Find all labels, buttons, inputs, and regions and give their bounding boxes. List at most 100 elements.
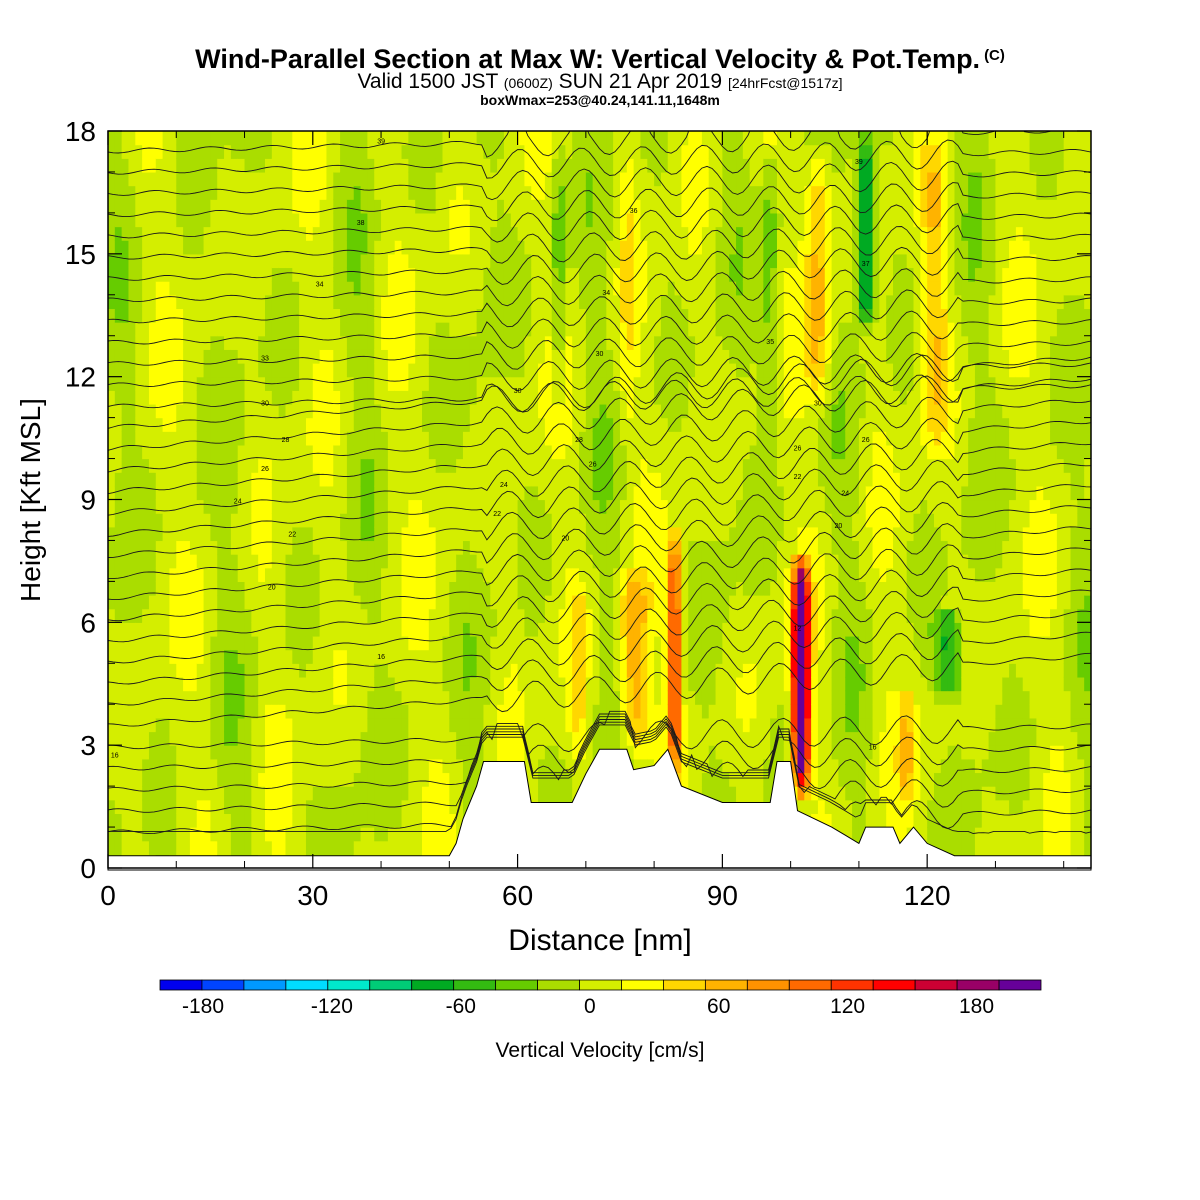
w-cell xyxy=(422,240,430,255)
w-cell xyxy=(613,158,621,173)
w-cell xyxy=(278,417,287,432)
w-cell xyxy=(422,171,430,187)
w-cell xyxy=(162,485,171,501)
w-cell xyxy=(374,649,382,664)
w-cell xyxy=(681,540,689,555)
w-cell xyxy=(551,294,560,310)
w-cell xyxy=(360,799,369,815)
w-cell xyxy=(258,226,266,241)
w-cell xyxy=(415,212,423,228)
w-cell xyxy=(374,431,382,446)
w-cell xyxy=(415,813,423,828)
w-cell xyxy=(640,526,648,542)
w-cell xyxy=(695,308,703,323)
w-cell xyxy=(497,185,505,200)
w-cell xyxy=(169,144,177,159)
w-cell xyxy=(469,431,478,446)
w-cell xyxy=(462,799,471,815)
w-cell xyxy=(189,567,198,582)
w-cell xyxy=(538,349,546,364)
w-cell xyxy=(142,813,150,828)
w-cell xyxy=(565,390,573,405)
w-cell xyxy=(114,281,123,296)
w-cell xyxy=(408,499,416,514)
w-cell xyxy=(155,704,164,719)
w-cell xyxy=(428,595,437,610)
w-cell xyxy=(319,472,328,487)
w-cell xyxy=(415,758,423,774)
w-cell xyxy=(572,499,580,514)
w-cell xyxy=(285,185,293,200)
w-cell xyxy=(162,608,171,623)
w-cell xyxy=(278,226,287,241)
w-cell xyxy=(258,308,266,323)
w-cell xyxy=(469,199,478,214)
w-cell xyxy=(660,294,669,310)
w-cell xyxy=(203,526,211,542)
w-cell xyxy=(517,363,526,378)
w-cell xyxy=(360,581,369,596)
w-cell xyxy=(121,554,130,569)
w-cell xyxy=(497,581,505,596)
w-cell xyxy=(326,335,334,350)
w-cell xyxy=(244,635,252,651)
w-cell xyxy=(285,786,293,801)
w-cell xyxy=(367,635,375,651)
w-cell xyxy=(442,649,450,664)
w-cell xyxy=(183,786,191,801)
w-cell xyxy=(435,622,444,637)
w-cell xyxy=(169,799,177,815)
w-cell xyxy=(626,240,635,255)
w-cell xyxy=(155,226,164,241)
w-cell xyxy=(476,608,485,623)
w-cell xyxy=(599,226,607,241)
w-cell xyxy=(346,472,355,487)
w-cell xyxy=(510,745,519,760)
w-cell xyxy=(367,281,375,296)
w-cell xyxy=(183,294,191,310)
w-cell xyxy=(510,240,519,255)
w-cell xyxy=(224,813,232,828)
w-cell xyxy=(169,690,177,705)
w-cell xyxy=(183,322,191,337)
w-cell xyxy=(435,363,444,378)
w-cell xyxy=(237,458,246,473)
w-cell xyxy=(462,458,471,473)
w-cell xyxy=(715,472,723,487)
w-cell xyxy=(456,513,464,528)
w-cell xyxy=(299,294,307,310)
w-cell xyxy=(551,540,560,555)
w-cell xyxy=(558,335,566,350)
w-cell xyxy=(237,131,246,146)
w-cell xyxy=(237,690,246,705)
w-cell xyxy=(114,608,123,623)
w-cell xyxy=(114,526,123,542)
w-cell xyxy=(367,131,375,146)
w-cell xyxy=(708,199,717,214)
w-cell xyxy=(606,458,614,473)
w-cell xyxy=(305,608,314,623)
w-cell xyxy=(374,472,382,487)
w-cell xyxy=(189,185,198,200)
w-cell xyxy=(217,158,225,173)
w-cell xyxy=(531,240,539,255)
w-cell xyxy=(189,171,198,187)
w-cell xyxy=(654,185,662,200)
w-cell xyxy=(483,363,491,378)
w-cell xyxy=(128,199,136,214)
w-cell xyxy=(292,745,300,760)
w-cell xyxy=(626,731,635,746)
w-cell xyxy=(729,131,737,146)
w-cell xyxy=(394,485,403,501)
w-cell xyxy=(285,376,293,391)
w-cell xyxy=(108,676,116,692)
w-cell xyxy=(483,649,491,664)
w-cell xyxy=(435,335,444,350)
w-cell xyxy=(544,622,553,637)
w-cell xyxy=(401,281,409,296)
w-cell xyxy=(442,212,450,228)
w-cell xyxy=(155,240,164,255)
w-cell xyxy=(572,240,580,255)
w-cell xyxy=(722,458,730,473)
w-cell xyxy=(189,731,198,746)
